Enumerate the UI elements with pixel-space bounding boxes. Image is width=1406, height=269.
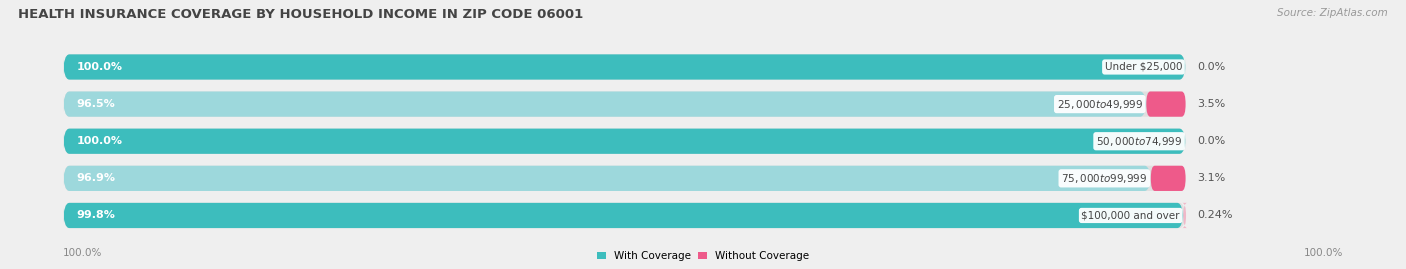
FancyBboxPatch shape bbox=[1182, 203, 1187, 228]
Text: Source: ZipAtlas.com: Source: ZipAtlas.com bbox=[1277, 8, 1388, 18]
Text: 0.24%: 0.24% bbox=[1198, 210, 1233, 221]
FancyBboxPatch shape bbox=[63, 91, 1185, 117]
FancyBboxPatch shape bbox=[63, 91, 1146, 117]
Legend: With Coverage, Without Coverage: With Coverage, Without Coverage bbox=[596, 251, 810, 261]
Text: 96.9%: 96.9% bbox=[77, 173, 115, 183]
FancyBboxPatch shape bbox=[1150, 166, 1185, 191]
Text: 100.0%: 100.0% bbox=[77, 136, 122, 146]
Text: 3.1%: 3.1% bbox=[1197, 173, 1225, 183]
Text: $100,000 and over: $100,000 and over bbox=[1081, 210, 1180, 221]
FancyBboxPatch shape bbox=[63, 129, 1185, 154]
FancyBboxPatch shape bbox=[63, 54, 1185, 80]
Text: 100.0%: 100.0% bbox=[1303, 248, 1343, 258]
FancyBboxPatch shape bbox=[63, 129, 1185, 154]
Text: 0.0%: 0.0% bbox=[1197, 136, 1225, 146]
Text: $25,000 to $49,999: $25,000 to $49,999 bbox=[1057, 98, 1143, 111]
Text: HEALTH INSURANCE COVERAGE BY HOUSEHOLD INCOME IN ZIP CODE 06001: HEALTH INSURANCE COVERAGE BY HOUSEHOLD I… bbox=[18, 8, 583, 21]
Text: 0.0%: 0.0% bbox=[1197, 62, 1225, 72]
FancyBboxPatch shape bbox=[63, 166, 1150, 191]
Text: 100.0%: 100.0% bbox=[63, 248, 103, 258]
Text: $50,000 to $74,999: $50,000 to $74,999 bbox=[1095, 135, 1182, 148]
FancyBboxPatch shape bbox=[63, 166, 1185, 191]
Text: 100.0%: 100.0% bbox=[77, 62, 122, 72]
Text: $75,000 to $99,999: $75,000 to $99,999 bbox=[1062, 172, 1147, 185]
Text: 3.5%: 3.5% bbox=[1197, 99, 1225, 109]
FancyBboxPatch shape bbox=[63, 54, 1185, 80]
Text: 96.5%: 96.5% bbox=[77, 99, 115, 109]
FancyBboxPatch shape bbox=[63, 203, 1184, 228]
Text: Under $25,000: Under $25,000 bbox=[1105, 62, 1182, 72]
FancyBboxPatch shape bbox=[1146, 91, 1185, 117]
Text: 99.8%: 99.8% bbox=[77, 210, 115, 221]
FancyBboxPatch shape bbox=[63, 203, 1185, 228]
